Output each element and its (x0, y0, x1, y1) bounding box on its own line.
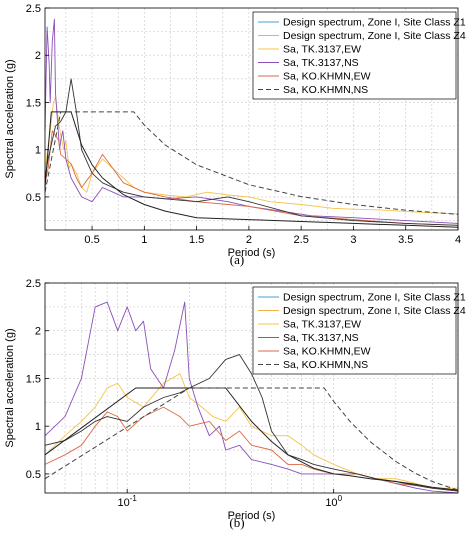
legend: Design spectrum, Zone I, Site Class Z1De… (252, 286, 466, 375)
plot-frame (44, 282, 459, 494)
y-tick-label: 0.5 (26, 469, 41, 481)
y-tick-label: 2.5 (26, 278, 41, 290)
y-axis: 0.5 1 1.5 2 2.5 Spectral acceleration (g) (4, 278, 49, 481)
x-tick-exponent: 0 (338, 494, 343, 503)
y-tick-label: 1.5 (26, 97, 41, 109)
y-axis-label: Spectral acceleration (g) (4, 328, 16, 447)
legend-box (252, 286, 457, 375)
y-axis: 0.5 1 1.5 2 2.5 Spectral acceleration (g) (4, 3, 49, 204)
legend-entry-4: Sa, KO.KHMN,EW (283, 346, 371, 358)
legend-entry-4: Sa, KO.KHMN,EW (283, 71, 371, 83)
x-tick-exponent: -1 (130, 494, 138, 503)
x-tick-label: 10-1 (117, 494, 137, 509)
y-tick-label: 2 (35, 50, 41, 62)
legend-entry-2: Sa, TK.3137,EW (283, 44, 361, 56)
y-tick-label: 2 (35, 326, 41, 338)
series-line-4 (44, 387, 459, 491)
x-tick-label: 1 (141, 234, 147, 246)
y-tick-label: 1.5 (26, 373, 41, 385)
series-group (44, 18, 459, 228)
series-line-4 (44, 111, 459, 228)
x-axis-label: Period (s) (228, 510, 276, 522)
x-axis: 0.5 1 1.5 2 2.5 3 3.5 4 Period (s) (84, 226, 461, 259)
legend-entry-3: Sa, TK.3137,NS (283, 332, 359, 344)
x-tick-label: 100 (325, 494, 342, 509)
legend-entry-3: Sa, TK.3137,NS (283, 57, 359, 69)
series-line-0 (44, 97, 459, 215)
legend-entry-5: Sa, KO.KHMN,NS (283, 359, 368, 371)
y-axis-label: Spectral acceleration (g) (4, 59, 16, 178)
y-tick-label: 0.5 (26, 192, 41, 204)
panel-label: (a) (230, 252, 244, 267)
legend-entry-5: Sa, KO.KHMN,NS (283, 84, 368, 96)
y-tick-label: 1 (35, 145, 41, 157)
plot-frame (44, 7, 459, 231)
legend: Design spectrum, Zone I, Site Class Z1De… (252, 11, 466, 100)
series-line-3 (44, 354, 459, 492)
y-tick-label: 2.5 (26, 3, 41, 15)
legend-box (252, 11, 457, 100)
legend-entry-0: Design spectrum, Zone I, Site Class Z1 (283, 292, 466, 304)
x-tick-label: 3 (350, 234, 356, 246)
series-line-3 (44, 78, 459, 226)
y-tick-label: 1 (35, 421, 41, 433)
legend-entry-2: Sa, TK.3137,EW (283, 319, 361, 331)
series-line-5 (44, 111, 459, 215)
chart-panel-0: 0.5 1 1.5 2 2.5 3 3.5 4 Period (s) 0.5 1 1.5 2 2.5 Spe… (4, 3, 466, 267)
series-line-2 (44, 130, 459, 226)
chart-panel-1: 10-1 100 Period (s) 0.5 1 1.5 2 2.5 Spectral acc… (4, 278, 466, 530)
x-tick-label: 3.5 (398, 234, 413, 246)
panel-label: (b) (229, 515, 244, 530)
x-tick-label: 4 (455, 234, 461, 246)
x-tick-label: 0.5 (84, 234, 99, 246)
x-tick-label: 2.5 (294, 234, 309, 246)
x-tick-label: 2 (246, 234, 252, 246)
series-group (44, 301, 459, 494)
legend-entry-0: Design spectrum, Zone I, Site Class Z1 (283, 17, 466, 29)
x-axis-label: Period (s) (228, 247, 276, 259)
series-line-5 (44, 387, 459, 491)
x-tick-label: 1.5 (189, 234, 204, 246)
legend-entry-1: Design spectrum, Zone I, Site Class Z4 (283, 30, 466, 42)
legend-entry-1: Design spectrum, Zone I, Site Class Z4 (283, 305, 466, 317)
